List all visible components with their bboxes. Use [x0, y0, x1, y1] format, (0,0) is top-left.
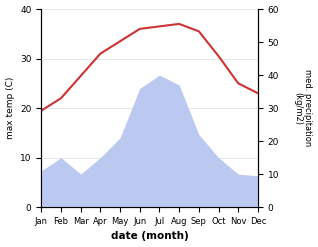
X-axis label: date (month): date (month) [111, 231, 189, 242]
Y-axis label: max temp (C): max temp (C) [5, 77, 15, 139]
Y-axis label: med. precipitation
(kg/m2): med. precipitation (kg/m2) [293, 69, 313, 147]
